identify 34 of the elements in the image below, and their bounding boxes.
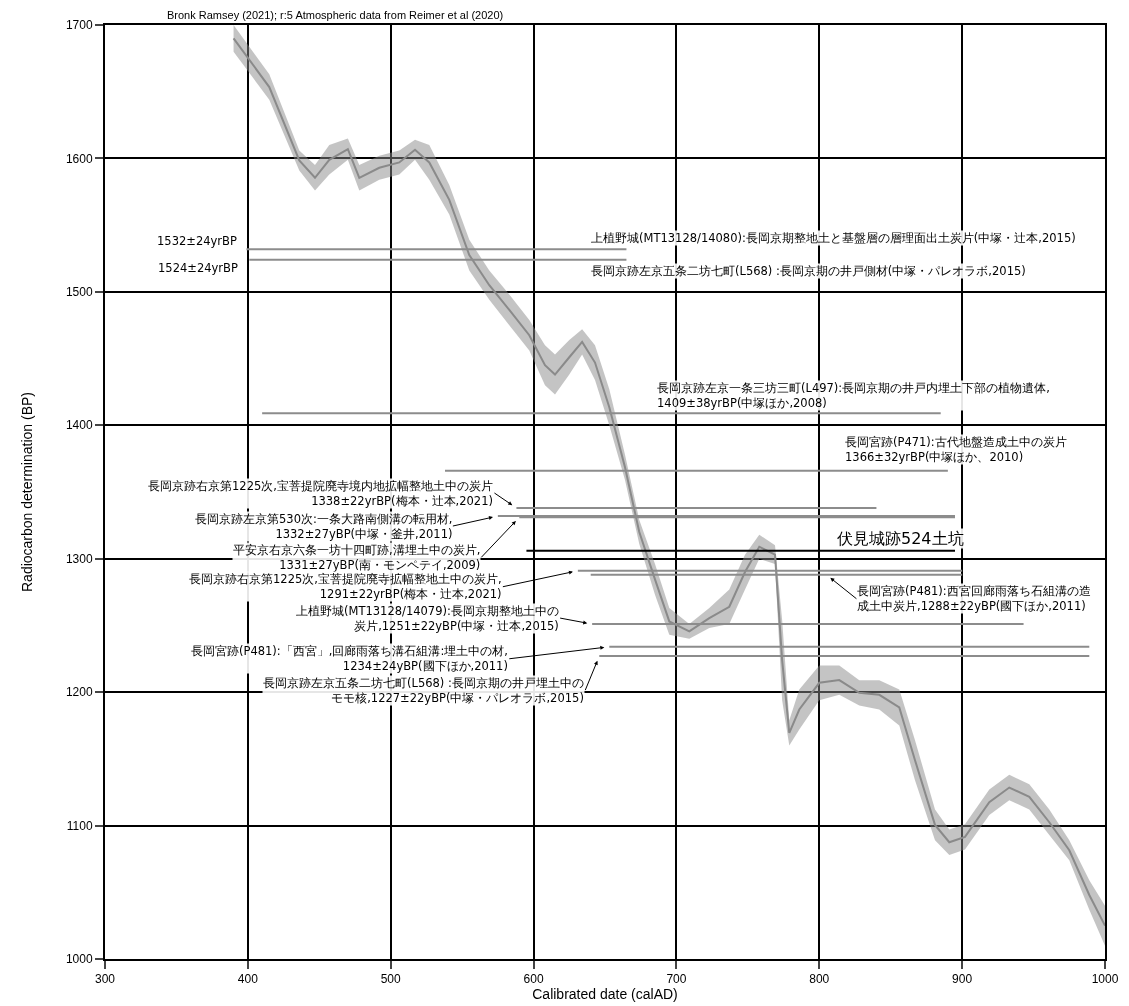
- annotation: 長岡宮跡(P481):「西宮」,回廊雨落ち溝石組溝:埋土中の材, 1234±24yBP(國下ほか,2011): [191, 644, 508, 673]
- annotation: 長岡京跡左京五条二坊七町(L568) :長岡京期の井戸埋土中のモモ核,1227±22yBP(中塚・パレオラボ,2015): [263, 676, 584, 705]
- annotation: 長岡京跡左京五条二坊七町(L568) :長岡京期の井戸側材(中塚・パレオラボ,2015): [591, 264, 1026, 278]
- annotation: 長岡京跡右京第1225次,宝菩提院廃寺拡幅整地土中の炭片, 1291±22yrBP(梅本・辻本,2021): [189, 572, 502, 601]
- x-tick-label: 600: [523, 972, 544, 987]
- y-tick-label: 1500: [65, 285, 93, 300]
- annotation: 伏見城跡524土坑: [837, 529, 964, 548]
- y-tick-label: 1400: [65, 418, 93, 433]
- x-tick-label: 500: [380, 972, 402, 987]
- y-tick-label: 1700: [65, 18, 93, 33]
- annotation: 長岡京跡左京第530次:一条大路南側溝の転用材, 1332±27yBP(中塚・釜井,2011): [195, 512, 453, 541]
- x-tick-label: 300: [94, 972, 116, 987]
- x-tick-label: 700: [666, 972, 687, 987]
- annotation: 長岡宮跡(P471):古代地盤造成土中の炭片 1366±32yrBP(中塚ほか、2010): [845, 435, 1067, 464]
- annotation: 1532±24yrBP: [157, 234, 237, 248]
- y-tick-label: 1100: [66, 818, 93, 833]
- annotation: 長岡京跡右京第1225次,宝菩提院廃寺境内地拡幅整地土中の炭片 1338±22yrBP(梅本・辻本,2021): [148, 479, 493, 508]
- annotation: 長岡宮跡(P481):西宮回廊雨落ち石組溝の造成土中炭片,1288±22yBP(國下ほか,2011): [857, 584, 1091, 613]
- annotation: 上植野城(MT13128/14079):長岡京期整地土中の炭片,1251±22yBP(中塚・辻本,2015): [296, 604, 559, 633]
- annotation: 平安京右京六条一坊十四町跡,溝埋土中の炭片, 1331±27yBP(南・モンペテイ,2009): [233, 543, 481, 572]
- text: Bronk Ramsey (2021); r:5 Atmospheric data from Reimer et al (2020): [167, 9, 504, 21]
- y-tick-label: 1600: [65, 151, 93, 166]
- y-axis-title: Radiocarbon determination (BP): [19, 392, 35, 592]
- annotation: 上植野城(MT13128/14080):長岡京期整地土と基盤層の層理面出土炭片(中塚・辻本,2015): [591, 231, 1076, 245]
- annotation: 1524±24yrBP: [158, 261, 238, 275]
- y-tick-label: 1200: [65, 685, 93, 700]
- x-axis-title: Calibrated date (calAD): [532, 986, 678, 1003]
- x-tick-label: 800: [809, 972, 830, 987]
- x-tick-label: 400: [237, 972, 259, 987]
- x-tick-label: 1000: [1091, 972, 1119, 987]
- y-tick-label: 1000: [65, 952, 93, 967]
- x-tick-label: 900: [952, 972, 973, 987]
- annotation: 長岡京跡左京一条三坊三町(L497):長岡京期の井戸内埋土下部の植物遺体, 1409±38yrBP(中塚ほか,2008): [657, 381, 1050, 410]
- y-tick-label: 1300: [65, 551, 93, 566]
